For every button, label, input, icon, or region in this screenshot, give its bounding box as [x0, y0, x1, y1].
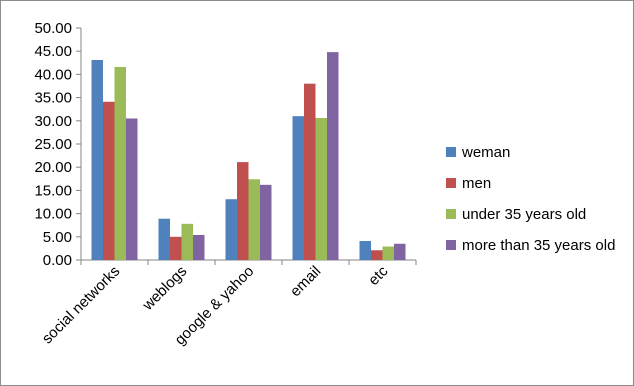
- category-label: email: [287, 263, 324, 300]
- bar-weman-email: [292, 116, 304, 260]
- bar-weman-weblogs: [158, 218, 170, 260]
- bar-under-35-years-old-etc: [382, 246, 394, 260]
- y-axis: 0.00 5.00 10.00 15.00 20.00 25.00 30.00 35.00 40…: [34, 20, 82, 269]
- legend-swatch: [446, 240, 456, 250]
- legend-label: more than 35 years old: [462, 237, 615, 254]
- bar-under-35-years-old-social-networks: [114, 66, 126, 260]
- bar-more-than-35-years-old-email: [327, 52, 339, 261]
- category-label: etc: [365, 262, 392, 289]
- bar-more-than-35-years-old-weblogs: [193, 234, 205, 260]
- bar-more-than-35-years-old-etc: [394, 243, 406, 260]
- y-tick-label: 45.00: [34, 43, 72, 60]
- legend-swatch: [446, 209, 456, 219]
- bar-men-weblogs: [170, 236, 182, 260]
- bar-more-than-35-years-old-google-yahoo: [260, 184, 272, 260]
- legend-swatch: [446, 147, 456, 157]
- legend-swatch: [446, 178, 456, 188]
- bar-under-35-years-old-email: [315, 118, 327, 261]
- y-tick-label: 35.00: [34, 90, 72, 107]
- bar-men-google-yahoo: [237, 162, 249, 260]
- y-tick-label: 25.00: [34, 136, 72, 153]
- bars: [91, 52, 406, 261]
- bar-under-35-years-old-google-yahoo: [248, 179, 260, 260]
- y-tick-label: 0.00: [43, 252, 72, 269]
- bar-weman-etc: [359, 240, 371, 260]
- category-label: social networks: [39, 263, 124, 348]
- y-tick-label: 20.00: [34, 159, 72, 176]
- y-tick-label: 50.00: [34, 20, 72, 37]
- category-label: weblogs: [139, 263, 191, 315]
- y-tick-label: 40.00: [34, 66, 72, 83]
- bar-more-than-35-years-old-social-networks: [126, 118, 138, 260]
- legend: weman men under 35 years old more than 35 y…: [446, 144, 615, 254]
- bar-weman-social-networks: [91, 60, 103, 261]
- bar-under-35-years-old-weblogs: [181, 223, 193, 260]
- bar-men-email: [304, 83, 316, 261]
- y-tick-label: 30.00: [34, 113, 72, 130]
- y-tick-label: 10.00: [34, 206, 72, 223]
- y-tick-label: 15.00: [34, 182, 72, 199]
- legend-label: under 35 years old: [462, 206, 586, 223]
- bar-weman-google-yahoo: [225, 199, 237, 260]
- bar-men-etc: [371, 250, 383, 260]
- legend-label: men: [462, 175, 491, 192]
- bar-men-social-networks: [103, 101, 115, 260]
- legend-label: weman: [461, 144, 510, 161]
- y-tick-label: 5.00: [43, 229, 72, 246]
